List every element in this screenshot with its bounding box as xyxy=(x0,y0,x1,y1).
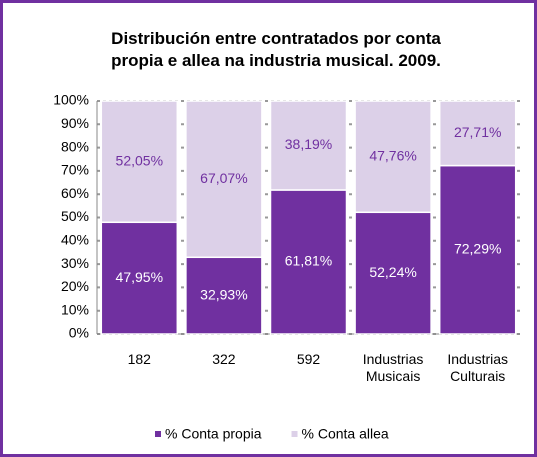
value-label: 38,19% xyxy=(285,136,332,152)
bar-segment xyxy=(269,189,348,335)
value-label: 52,05% xyxy=(116,152,163,168)
legend-swatch xyxy=(155,431,161,437)
value-label: 61,81% xyxy=(285,253,332,269)
y-tick-label: 0% xyxy=(69,325,89,341)
bar-segment xyxy=(438,164,517,335)
y-tick-label: 10% xyxy=(61,301,89,317)
y-tick-label: 80% xyxy=(61,138,89,154)
y-tick-label: 30% xyxy=(61,255,89,271)
y-tick-label: 20% xyxy=(61,278,89,294)
legend-label: % Conta allea xyxy=(302,426,389,442)
value-label: 27,71% xyxy=(454,124,501,140)
bar-segment xyxy=(269,100,348,191)
bar-segment xyxy=(185,100,263,259)
bar-segment xyxy=(100,221,179,335)
y-tick-label: 70% xyxy=(61,162,89,178)
value-label: 32,93% xyxy=(200,286,247,302)
value-label: 47,95% xyxy=(116,269,163,285)
legend-label: % Conta propia xyxy=(165,426,262,442)
value-label: 52,24% xyxy=(369,264,416,280)
chart-title: Distribución entre contratados por conta… xyxy=(111,29,441,70)
y-tick-label: 90% xyxy=(61,115,89,131)
legend-swatch xyxy=(291,431,298,437)
x-tick-label: 182 xyxy=(127,351,151,367)
value-label: 67,07% xyxy=(200,170,247,186)
value-label: 72,29% xyxy=(454,240,501,256)
y-tick-label: 100% xyxy=(53,92,89,108)
bar-segment xyxy=(100,100,179,224)
bar-segment xyxy=(354,211,432,335)
value-label: 47,76% xyxy=(369,147,416,163)
y-tick-label: 50% xyxy=(61,208,89,224)
x-tick-label: Industrias Musicais xyxy=(362,351,424,384)
bar-segment xyxy=(185,256,263,335)
x-tick-label: 592 xyxy=(296,351,321,367)
x-tick-label: Industrias Culturais xyxy=(447,351,509,384)
bar-segment xyxy=(438,100,517,167)
y-tick-label: 60% xyxy=(61,185,89,201)
bar-segment xyxy=(354,100,432,214)
x-tick-label: 322 xyxy=(212,351,236,367)
y-tick-label: 40% xyxy=(61,232,89,248)
